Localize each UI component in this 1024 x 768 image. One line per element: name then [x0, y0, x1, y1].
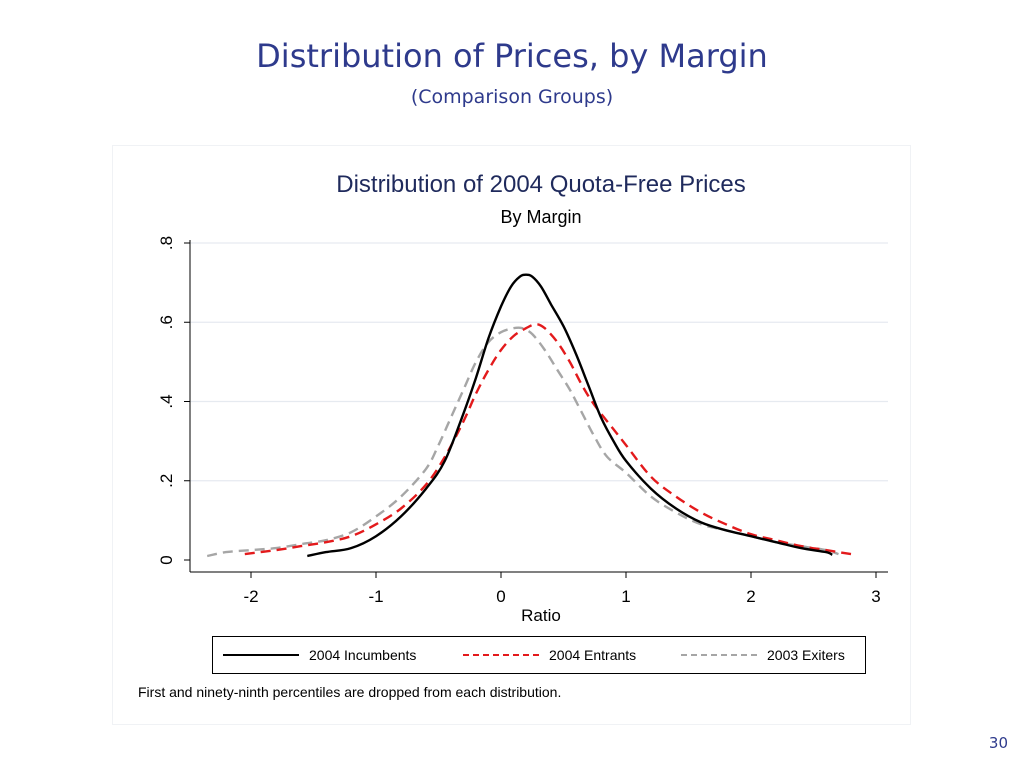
- legend-swatch-entrants: [463, 654, 539, 656]
- legend-item-incumbents: 2004 Incumbents: [223, 637, 416, 673]
- y-tick-label-2: .4: [157, 394, 176, 408]
- legend-label-exiters: 2003 Exiters: [767, 647, 845, 663]
- y-tick-label-4: .8: [157, 236, 176, 250]
- series-line-2003-exiters: [206, 326, 839, 558]
- chart-footnote: First and ninety-ninth percentiles are d…: [138, 684, 562, 700]
- x-axis-label: Ratio: [521, 606, 561, 625]
- series-line-2004-incumbents: [307, 273, 833, 558]
- chart-subtitle: By Margin: [500, 207, 581, 227]
- x-tick-label-4: 2: [746, 587, 755, 606]
- x-tick-label-1: -1: [368, 587, 383, 606]
- density-chart: Distribution of 2004 Quota-Free Prices B…: [157, 171, 888, 625]
- x-tick-label-3: 1: [621, 587, 630, 606]
- x-tick-label-2: 0: [496, 587, 505, 606]
- slide-subtitle: (Comparison Groups): [410, 86, 614, 108]
- legend-item-exiters: 2003 Exiters: [681, 637, 845, 673]
- y-tick-label-3: .6: [157, 315, 176, 329]
- chart-panel: Distribution of 2004 Quota-Free Prices B…: [113, 146, 910, 724]
- chart-title: Distribution of 2004 Quota-Free Prices: [336, 171, 746, 198]
- legend-swatch-exiters: [681, 654, 757, 656]
- slide-title: Distribution of Prices, by Margin: [256, 37, 768, 75]
- legend-label-incumbents: 2004 Incumbents: [309, 647, 417, 663]
- page-number: 30: [988, 734, 1008, 752]
- legend-item-entrants: 2004 Entrants: [463, 637, 636, 673]
- chart-legend: 2004 Incumbents 2004 Entrants 2003 Exite…: [212, 636, 866, 674]
- series-line-2004-entrants: [244, 323, 852, 556]
- y-tick-label-1: .2: [157, 474, 176, 488]
- y-tick-label-0: 0: [157, 555, 176, 564]
- legend-swatch-incumbents: [223, 654, 299, 656]
- legend-label-entrants: 2004 Entrants: [549, 647, 637, 663]
- x-tick-label-0: -2: [243, 587, 258, 606]
- x-tick-label-5: 3: [871, 587, 880, 606]
